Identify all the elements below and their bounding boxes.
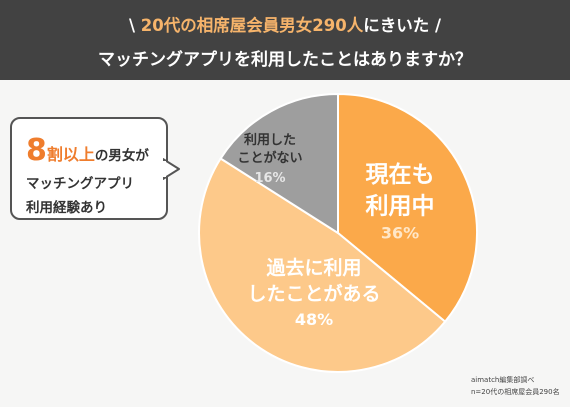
- slice-value-1: 36%: [381, 224, 419, 243]
- slice-label-3-line-2: ことがない: [237, 150, 302, 166]
- header-suffix: にきいた /: [363, 16, 441, 35]
- header-line-1: \ 20代の相席屋会員男女290人にきいた /: [0, 12, 570, 36]
- callout-bubble: 8割以上の男女が マッチングアプリ 利用経験あり: [10, 117, 168, 220]
- slice-value-3: 16%: [254, 171, 285, 186]
- callout-rest: の男女が: [94, 148, 149, 164]
- header-accent: 20代の相席屋会員男女290人: [140, 16, 364, 35]
- pie-slice-3: [219, 92, 339, 235]
- callout-emphasis: 割以上: [46, 145, 95, 164]
- callout-line-2: マッチングアプリ: [26, 176, 134, 192]
- source-credit: aimatch編集部調べ n=20代の相席屋会員290名: [471, 374, 560, 398]
- callout-number: 8: [26, 133, 47, 168]
- slice-value-2: 48%: [295, 310, 333, 329]
- callout-line-1: 8割以上の男女が: [26, 133, 149, 168]
- header-prefix: \: [129, 16, 141, 35]
- sample-label: n=20代の相席屋会員290名: [471, 388, 560, 396]
- pie-slice-2: [198, 157, 447, 373]
- callout-line-3: 利用経験あり: [26, 200, 107, 216]
- slice-label-3-line-1: 利用した: [244, 132, 296, 148]
- slice-label-2-line-1: 過去に利用: [266, 256, 361, 279]
- source-label: aimatch編集部調べ: [471, 376, 535, 384]
- slice-label-2-line-2: したことがある: [247, 282, 380, 305]
- header-banner: \ 20代の相席屋会員男女290人にきいた / マッチングアプリを利用したことは…: [0, 0, 570, 80]
- slice-label-1-line-2: 利用中: [366, 194, 435, 220]
- callout-tail: [163, 158, 180, 180]
- pie-slice-1: [337, 92, 478, 324]
- header-question: マッチングアプリを利用したことはありますか？: [98, 50, 472, 70]
- slice-label-1-line-1: 現在も: [366, 161, 435, 188]
